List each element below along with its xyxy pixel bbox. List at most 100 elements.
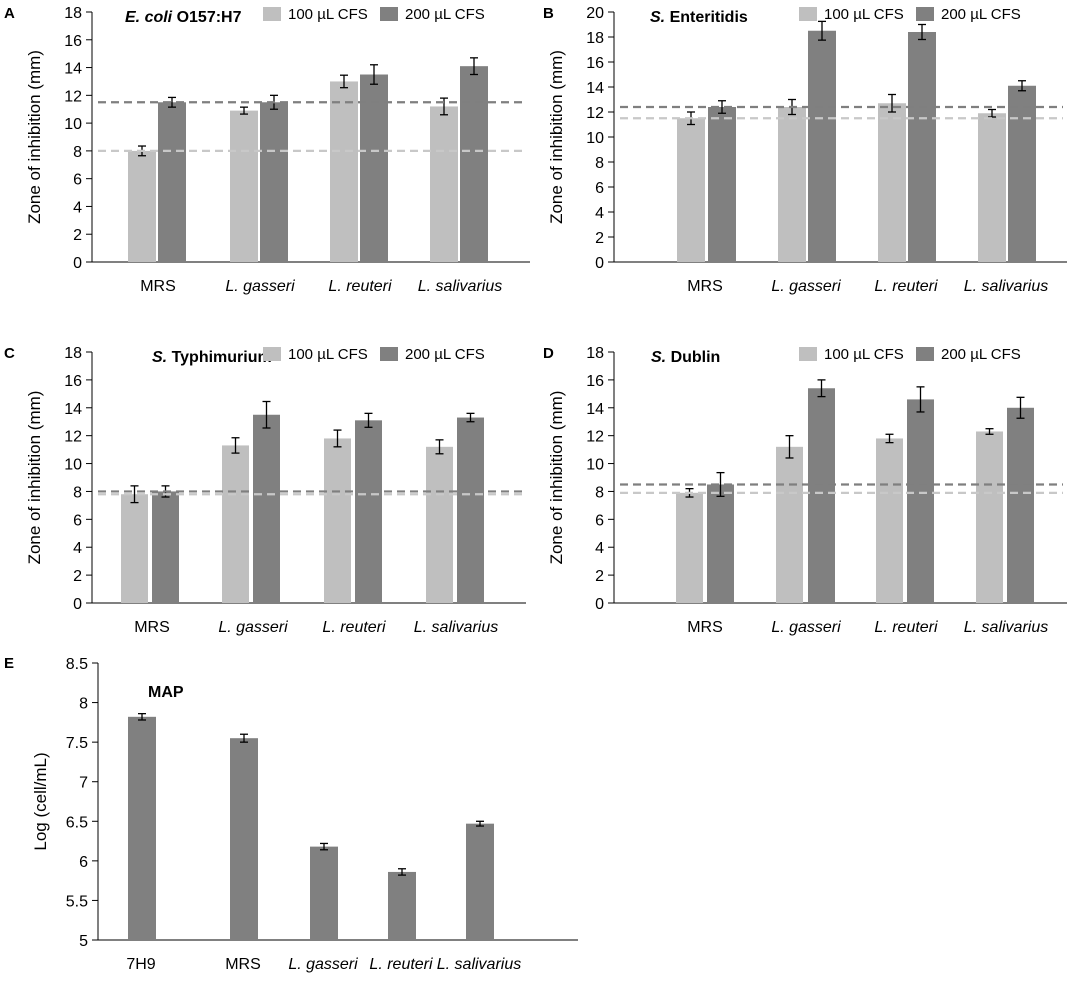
bar — [310, 846, 338, 940]
bar — [128, 150, 156, 262]
legend-swatch — [380, 347, 398, 361]
y-tick-label: 14 — [586, 401, 604, 418]
y-tick-label: 0 — [73, 596, 82, 613]
bar — [978, 113, 1006, 262]
x-category-label: L. salivarius — [964, 278, 1048, 295]
legend-swatch — [799, 7, 817, 21]
y-tick-label: 8 — [73, 144, 82, 161]
chart-title-italic: S. — [651, 349, 671, 366]
y-tick-label: 5.5 — [66, 893, 88, 910]
legend-swatch — [263, 347, 281, 361]
y-tick-label: 6 — [595, 512, 604, 529]
bar — [778, 107, 806, 262]
legend-label: 200 µL CFS — [405, 6, 485, 23]
x-category-label: L. reuteri — [369, 956, 433, 973]
bar — [876, 438, 903, 603]
x-category-label: MRS — [140, 278, 176, 295]
legend-swatch — [799, 347, 817, 361]
y-tick-label: 4 — [595, 205, 604, 222]
legend-swatch — [916, 7, 934, 21]
legend-label: 200 µL CFS — [405, 346, 485, 363]
legend-swatch — [916, 347, 934, 361]
y-tick-label: 14 — [64, 401, 82, 418]
chart-title-main: Enteritidis — [670, 9, 748, 26]
y-tick-label: 2 — [73, 568, 82, 585]
x-category-label: L. gasseri — [288, 956, 358, 973]
bar — [360, 74, 388, 262]
bar — [158, 102, 186, 263]
bar — [460, 66, 488, 263]
y-tick-label: 16 — [586, 373, 604, 390]
bar — [1008, 85, 1036, 262]
bar — [121, 494, 148, 603]
panel-label-C: C — [4, 345, 15, 362]
bar — [808, 388, 835, 603]
bar — [230, 110, 258, 262]
bar — [677, 118, 705, 262]
y-tick-label: 6 — [79, 854, 88, 871]
x-category-label: L. gasseri — [218, 619, 288, 636]
x-category-label: MRS — [134, 619, 170, 636]
y-tick-label: 2 — [595, 568, 604, 585]
chart-title: S. Dublin — [651, 349, 720, 366]
y-tick-label: 7 — [79, 775, 88, 792]
y-tick-label: 2 — [73, 227, 82, 244]
y-tick-label: 6 — [73, 512, 82, 529]
chart-title-italic: E. coli — [125, 9, 177, 26]
bar — [708, 107, 736, 262]
bar — [355, 420, 382, 603]
x-category-label: L. salivarius — [418, 278, 502, 295]
y-tick-label: 10 — [586, 130, 604, 147]
y-tick-label: 8 — [595, 484, 604, 501]
chart-title: S. Typhimurium — [152, 349, 272, 366]
y-tick-label: 2 — [595, 230, 604, 247]
y-tick-label: 0 — [595, 596, 604, 613]
bar — [260, 102, 288, 263]
panel-A: A 0 2 4 6 8 10 12 14 16 18 Zone of inhibition (mm) M… — [4, 5, 530, 295]
bar — [152, 491, 179, 603]
x-category-label: 7H9 — [126, 956, 155, 973]
bar — [776, 446, 803, 603]
bar — [388, 871, 416, 940]
y-tick-label: 4 — [595, 540, 604, 557]
y-tick-label: 16 — [64, 33, 82, 50]
y-tick-label: 10 — [586, 457, 604, 474]
x-category-label: MRS — [687, 278, 723, 295]
y-tick-label: 10 — [64, 116, 82, 133]
bar — [457, 417, 484, 603]
y-axis-title: Zone of inhibition (mm) — [547, 391, 566, 565]
y-tick-label: 12 — [64, 429, 82, 446]
x-category-label: MRS — [225, 956, 261, 973]
panel-E: E 5 5.5 6 6.5 7 7.5 8 8.5 Log (cell/mL) 7H9 MRS L. g… — [4, 655, 578, 973]
bar — [430, 106, 458, 262]
y-axis-title: Log (cell/mL) — [31, 752, 50, 850]
legend-swatch — [263, 7, 281, 21]
panel-D: D 0 2 4 6 8 10 12 14 16 18 Zone of inhibition (mm) M… — [543, 345, 1067, 636]
panel-label-D: D — [543, 345, 554, 362]
x-category-label: L. gasseri — [225, 278, 295, 295]
x-category-label: L. salivarius — [964, 619, 1048, 636]
chart-title-italic: S. — [152, 349, 172, 366]
chart-title-main: Dublin — [671, 349, 721, 366]
bar — [128, 716, 156, 940]
y-tick-label: 5 — [79, 933, 88, 950]
bar — [253, 414, 280, 603]
bar — [1007, 407, 1034, 603]
y-tick-label: 16 — [64, 373, 82, 390]
y-tick-label: 7.5 — [66, 735, 88, 752]
bar — [426, 446, 453, 603]
bar — [976, 431, 1003, 603]
y-axis-title: Zone of inhibition (mm) — [25, 391, 44, 565]
legend-label: 100 µL CFS — [288, 6, 368, 23]
y-tick-label: 12 — [586, 429, 604, 446]
y-tick-label: 18 — [64, 5, 82, 22]
panel-label-A: A — [4, 5, 15, 22]
legend-label: 200 µL CFS — [941, 346, 1021, 363]
y-tick-label: 14 — [586, 80, 604, 97]
x-category-label: L. reuteri — [874, 619, 938, 636]
bar — [466, 823, 494, 940]
legend-label: 100 µL CFS — [824, 346, 904, 363]
y-tick-label: 0 — [73, 255, 82, 272]
y-axis-title: Zone of inhibition (mm) — [547, 50, 566, 224]
